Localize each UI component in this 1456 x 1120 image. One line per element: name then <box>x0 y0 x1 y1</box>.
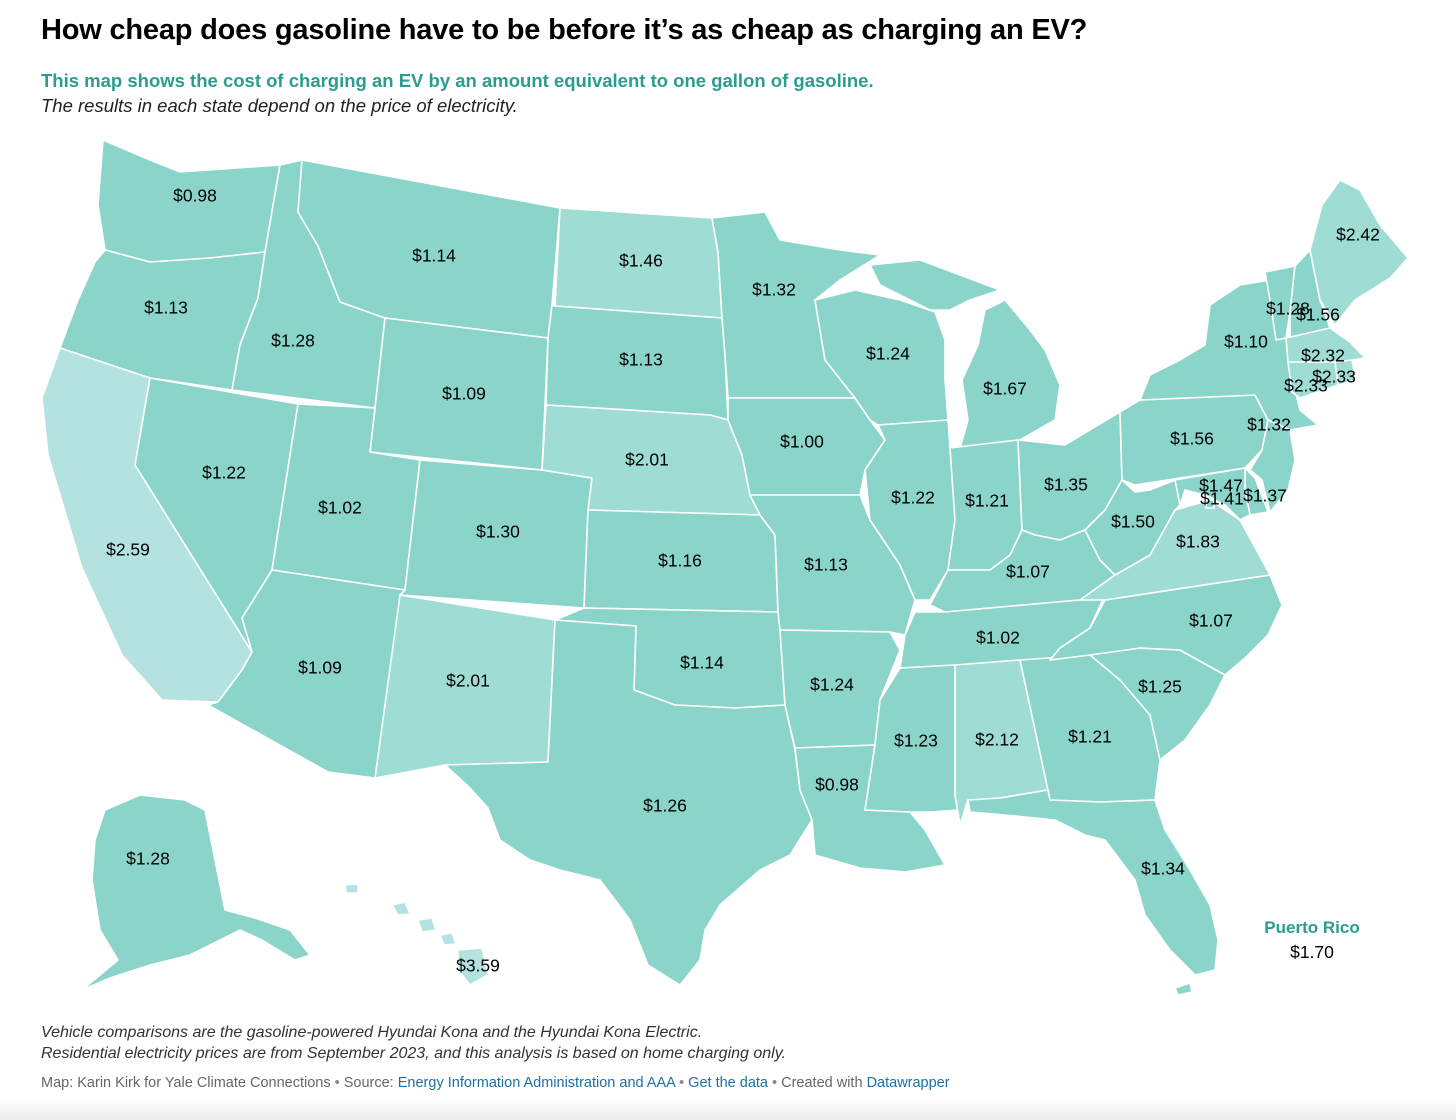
state-value-KS: $1.16 <box>658 551 702 571</box>
state-value-LA: $0.98 <box>815 775 859 795</box>
state-value-IA: $1.00 <box>780 432 824 452</box>
footnote-vehicles: Vehicle comparisons are the gasoline-pow… <box>41 1024 703 1041</box>
state-value-WA: $0.98 <box>173 186 217 206</box>
separator-bullet: • <box>334 1075 340 1091</box>
state-WY[interactable] <box>369 317 549 471</box>
chart-title: How cheap does gasoline have to be befor… <box>41 14 1088 46</box>
state-value-ME: $2.42 <box>1336 225 1380 245</box>
state-IL[interactable] <box>864 419 956 601</box>
state-value-ID: $1.28 <box>271 331 315 351</box>
separator-bullet: • <box>772 1075 778 1091</box>
state-value-TN: $1.02 <box>976 628 1020 648</box>
state-value-AZ: $1.09 <box>298 658 342 678</box>
puerto-rico-value: $1.70 <box>1290 942 1334 962</box>
state-value-NC: $1.07 <box>1189 611 1233 631</box>
state-value-MI: $1.67 <box>983 379 1027 399</box>
datawrapper-link[interactable]: Datawrapper <box>866 1075 950 1091</box>
state-HI[interactable] <box>344 883 489 986</box>
state-value-WV: $1.50 <box>1111 512 1155 532</box>
source-link[interactable]: Energy Information Administration and AA… <box>397 1075 676 1091</box>
state-value-MS: $1.23 <box>894 731 938 751</box>
state-value-NV: $1.22 <box>202 463 246 483</box>
state-value-MA: $2.32 <box>1301 346 1345 366</box>
state-value-VT: $1.28 <box>1266 299 1310 319</box>
state-value-CO: $1.30 <box>476 522 520 542</box>
chart-subtitle: This map shows the cost of charging an E… <box>41 70 874 91</box>
state-value-WY: $1.09 <box>442 384 486 404</box>
footer-credits: Map: Karin Kirk for Yale Climate Connect… <box>41 1075 950 1091</box>
state-value-MT: $1.14 <box>412 246 456 266</box>
state-value-HI: $3.59 <box>456 956 500 976</box>
state-TX[interactable] <box>444 619 813 986</box>
state-value-TX: $1.26 <box>643 796 687 816</box>
state-labels: $0.98 $1.13 $2.59 $1.28 $1.22 $1.14 $1.09 $1.02… <box>106 186 1380 976</box>
state-value-NH: $1.56 <box>1296 305 1340 325</box>
state-value-IN: $1.21 <box>965 491 1009 511</box>
credit-text: Map: Karin Kirk for Yale Climate Connect… <box>41 1075 331 1091</box>
state-value-OR: $1.13 <box>144 298 188 318</box>
state-value-CA: $2.59 <box>106 540 150 560</box>
footnotes: Vehicle comparisons are the gasoline-pow… <box>41 1022 786 1064</box>
state-value-GA: $1.21 <box>1068 727 1112 747</box>
state-value-MD: $1.47 <box>1199 476 1243 496</box>
state-value-UT: $1.02 <box>318 498 362 518</box>
source-label: Source: <box>343 1075 394 1091</box>
state-value-RI: $2.33 <box>1312 367 1356 387</box>
state-AK[interactable] <box>81 794 311 991</box>
state-NJ[interactable] <box>1249 419 1296 513</box>
bottom-fade <box>0 1098 1456 1120</box>
state-value-WI: $1.24 <box>866 344 910 364</box>
state-value-CT: $2.33 <box>1284 376 1328 396</box>
state-shapes <box>41 139 1409 996</box>
state-value-ND: $1.46 <box>619 251 663 271</box>
state-value-MN: $1.32 <box>752 280 796 300</box>
state-value-AL: $2.12 <box>975 730 1019 750</box>
created-with-label: Created with <box>781 1075 863 1091</box>
state-CT[interactable] <box>1287 361 1339 399</box>
state-value-SD: $1.13 <box>619 350 663 370</box>
state-MD[interactable] <box>1174 467 1251 521</box>
puerto-rico-label: Puerto Rico <box>1264 918 1360 937</box>
state-value-NE: $2.01 <box>625 450 669 470</box>
state-MI[interactable] <box>869 259 1061 449</box>
state-DC[interactable] <box>1205 499 1215 509</box>
state-value-FL: $1.34 <box>1141 859 1185 879</box>
footnote-prices: Residential electricity prices are from … <box>41 1045 786 1062</box>
state-value-IL: $1.22 <box>891 488 935 508</box>
state-value-PA: $1.56 <box>1170 429 1214 449</box>
state-FL[interactable] <box>967 789 1219 976</box>
state-ME[interactable] <box>1309 179 1409 326</box>
state-value-VA: $1.83 <box>1176 532 1220 552</box>
state-value-NJ: $1.32 <box>1247 415 1291 435</box>
state-value-AK: $1.28 <box>126 849 170 869</box>
chart-description: The results in each state depend on the … <box>41 95 518 116</box>
state-value-SC: $1.25 <box>1138 677 1182 697</box>
get-data-link[interactable]: Get the data <box>688 1075 768 1091</box>
state-value-NM: $2.01 <box>446 671 490 691</box>
state-PR <box>1174 982 1193 996</box>
state-value-DC: $1.41 <box>1200 489 1244 509</box>
state-MO[interactable] <box>749 494 916 636</box>
state-value-AR: $1.24 <box>810 675 854 695</box>
separator-bullet: • <box>679 1075 685 1091</box>
state-value-OH: $1.35 <box>1044 475 1088 495</box>
state-value-NY: $1.10 <box>1224 332 1268 352</box>
state-value-DE: $1.37 <box>1243 486 1287 506</box>
state-value-MO: $1.13 <box>804 555 848 575</box>
state-value-KY: $1.07 <box>1006 562 1050 582</box>
state-value-OK: $1.14 <box>680 653 724 673</box>
